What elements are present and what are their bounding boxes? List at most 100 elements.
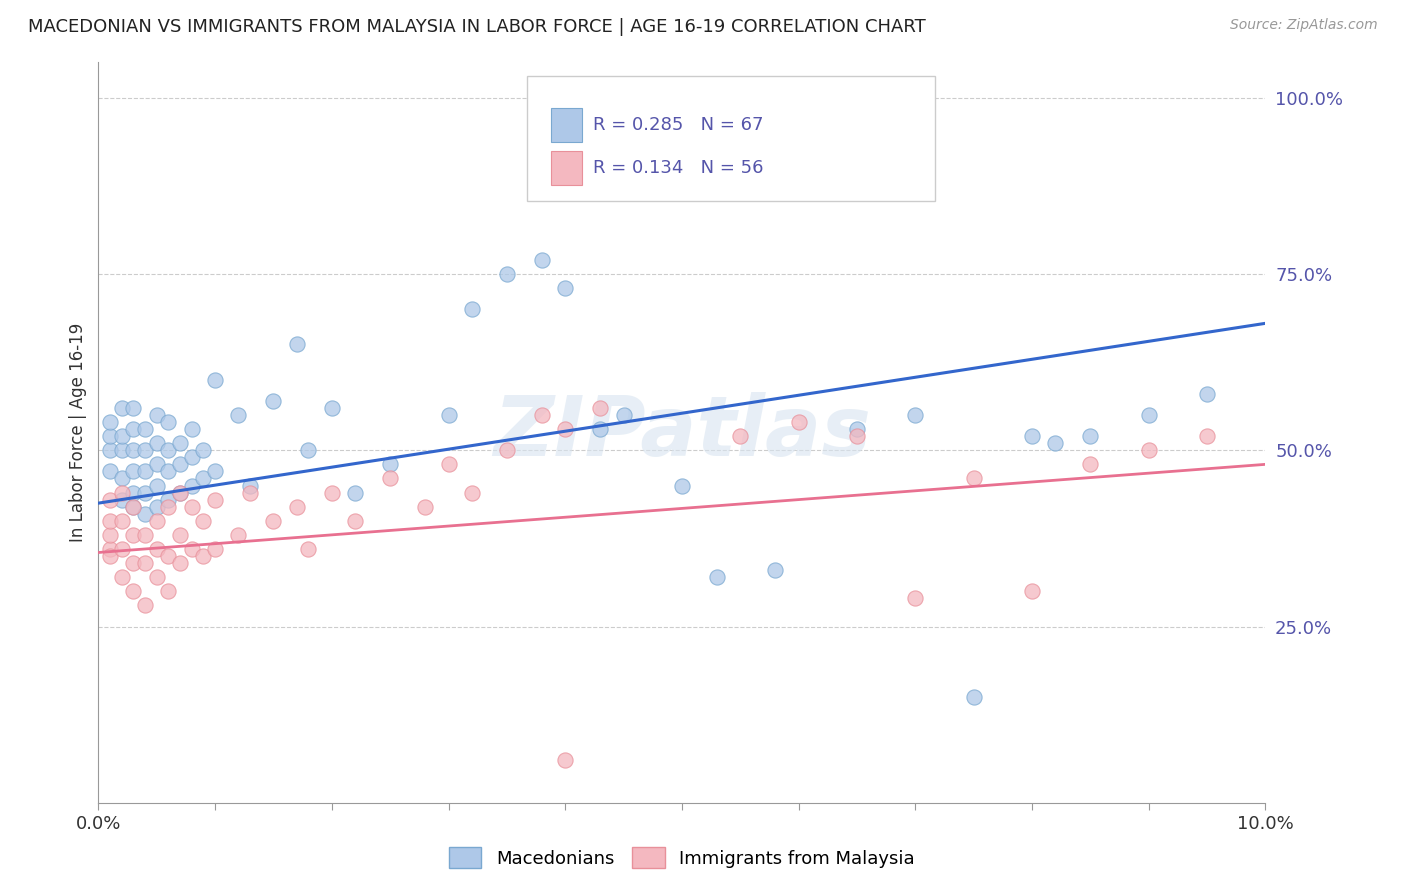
Point: [111, 443, 134, 458]
Point: [1021, 429, 1043, 443]
Point: [380, 458, 402, 472]
Point: [589, 422, 612, 436]
Point: [157, 443, 180, 458]
Point: [1137, 408, 1160, 422]
Point: [262, 514, 284, 528]
Point: [321, 401, 343, 415]
Point: [157, 500, 180, 514]
Point: [146, 478, 169, 492]
Point: [846, 422, 869, 436]
Point: [262, 393, 284, 408]
Point: [169, 458, 191, 472]
Point: [554, 281, 576, 295]
Point: [239, 478, 262, 492]
Point: [98, 464, 121, 478]
Point: [134, 528, 156, 542]
Point: [111, 541, 134, 556]
Point: [146, 570, 169, 584]
Point: [111, 429, 134, 443]
Text: Source: ZipAtlas.com: Source: ZipAtlas.com: [1230, 18, 1378, 32]
Point: [134, 507, 156, 521]
Point: [134, 599, 156, 613]
Point: [380, 471, 402, 485]
Point: [111, 570, 134, 584]
Text: ZIPatlas: ZIPatlas: [494, 392, 870, 473]
Text: MACEDONIAN VS IMMIGRANTS FROM MALAYSIA IN LABOR FORCE | AGE 16-19 CORRELATION CH: MACEDONIAN VS IMMIGRANTS FROM MALAYSIA I…: [28, 18, 927, 36]
Point: [846, 429, 869, 443]
Point: [157, 492, 180, 507]
Point: [193, 549, 215, 563]
Point: [204, 373, 226, 387]
Point: [111, 401, 134, 415]
Point: [1080, 458, 1102, 472]
Point: [98, 541, 121, 556]
Point: [496, 267, 519, 281]
Point: [98, 549, 121, 563]
Point: [146, 541, 169, 556]
Point: [98, 514, 121, 528]
Point: [1195, 387, 1218, 401]
Point: [461, 302, 484, 317]
Point: [180, 422, 202, 436]
Point: [530, 252, 553, 267]
Point: [1045, 436, 1067, 450]
Point: [146, 436, 169, 450]
Point: [98, 415, 121, 429]
Point: [180, 541, 202, 556]
Point: [122, 464, 145, 478]
Point: [134, 464, 156, 478]
Point: [111, 514, 134, 528]
Point: [589, 401, 612, 415]
Point: [122, 443, 145, 458]
Point: [321, 485, 343, 500]
Point: [169, 485, 191, 500]
Point: [285, 337, 308, 351]
Point: [134, 443, 156, 458]
Point: [193, 514, 215, 528]
Point: [122, 485, 145, 500]
Point: [180, 500, 202, 514]
Point: [180, 450, 202, 465]
Point: [111, 471, 134, 485]
Point: [122, 422, 145, 436]
Point: [228, 408, 250, 422]
Point: [1195, 429, 1218, 443]
Point: [461, 485, 484, 500]
Point: [1137, 443, 1160, 458]
Point: [962, 471, 984, 485]
Point: [169, 528, 191, 542]
Point: [904, 591, 927, 606]
Point: [122, 556, 145, 570]
Point: [98, 429, 121, 443]
Point: [413, 500, 436, 514]
Point: [122, 528, 145, 542]
Point: [285, 500, 308, 514]
Point: [787, 415, 810, 429]
Point: [122, 401, 145, 415]
Point: [111, 485, 134, 500]
Text: R = 0.134   N = 56: R = 0.134 N = 56: [593, 159, 763, 177]
Point: [297, 541, 319, 556]
Point: [904, 408, 927, 422]
Point: [437, 458, 460, 472]
Point: [111, 492, 134, 507]
Point: [204, 541, 226, 556]
Point: [554, 754, 576, 768]
Point: [146, 408, 169, 422]
Point: [671, 478, 693, 492]
Point: [146, 500, 169, 514]
Point: [344, 485, 367, 500]
Point: [787, 175, 810, 189]
Point: [530, 408, 553, 422]
Point: [122, 500, 145, 514]
Point: [122, 500, 145, 514]
Point: [98, 492, 121, 507]
Point: [496, 443, 519, 458]
Point: [706, 570, 728, 584]
Point: [612, 408, 634, 422]
Point: [1080, 429, 1102, 443]
Point: [204, 464, 226, 478]
Point: [98, 528, 121, 542]
Text: R = 0.285   N = 67: R = 0.285 N = 67: [593, 116, 763, 134]
Point: [228, 528, 250, 542]
